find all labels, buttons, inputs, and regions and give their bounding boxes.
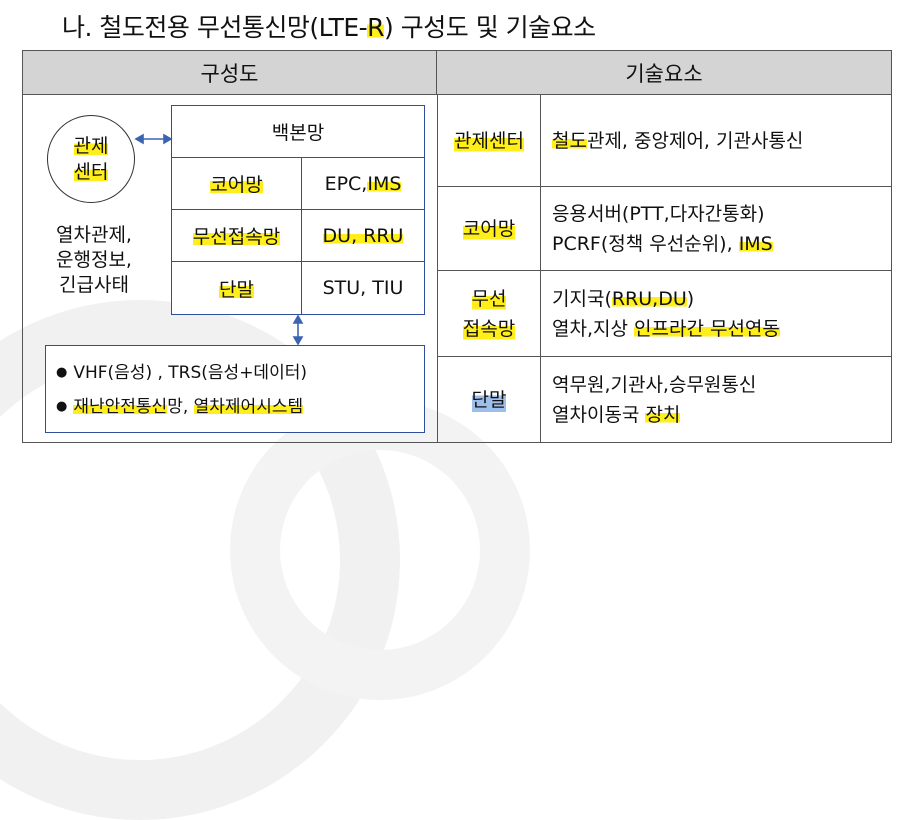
desc-hl: IMS — [738, 232, 773, 255]
tech-label-text: 코어망 — [462, 213, 516, 244]
du-label: DU — [322, 224, 352, 247]
tech-row-control: 관제센터 철도관제, 중앙제어, 기관사통신 — [438, 95, 892, 187]
background-decoration — [230, 400, 530, 700]
title-r: R — [367, 13, 385, 42]
desc-line: 역무원,기관사,승무원통신 — [552, 373, 757, 396]
tech-label-text: 단말 — [471, 384, 507, 415]
center-notes: 열차관제, 운행정보, 긴급사태 — [43, 223, 145, 298]
desc-line: 열차,지상 인프라간 무선연동 — [552, 314, 888, 344]
rru-label: , RRU — [351, 224, 404, 247]
tech-label: 무선 접속망 — [438, 271, 541, 356]
control-center-circle: 관제 센터 — [47, 115, 135, 203]
main-table: 구성도 기술요소 관제 센터 열차관제, 운행정보, 긴급사태 백본망 코어망 … — [22, 50, 892, 443]
desc-text: 열차이동국 — [552, 403, 646, 426]
tech-row-radio: 무선 접속망 기지국(RRU,DU) 열차,지상 인프라간 무선연동 — [438, 271, 892, 357]
tech-label-text: 관제센터 — [454, 125, 524, 156]
bullet-icon: ● — [56, 365, 68, 380]
desc-hl: 철도 — [552, 129, 587, 152]
title-prefix: 나. 철도전용 무선통신망(LTE- — [62, 13, 368, 42]
tech-label-text: 무선 — [471, 283, 507, 314]
arrow-head-down — [292, 336, 304, 346]
desc-text: 관제, 중앙제어, 기관사통신 — [586, 129, 804, 152]
tech-desc: 역무원,기관사,승무원통신 열차이동국 장치 — [552, 357, 888, 442]
diagram-arrows — [134, 133, 304, 346]
tech-label: 단말 — [438, 357, 541, 442]
note-line: 긴급사태 — [59, 274, 129, 296]
note-line: 운행정보, — [56, 249, 132, 271]
epc-ims-cell: EPC, IMS — [302, 158, 424, 210]
ims-label: IMS — [367, 172, 402, 195]
page-title: 나. 철도전용 무선통신망(LTE-R) 구성도 및 기술요소 — [62, 8, 596, 44]
desc-hl: 장치 — [645, 403, 681, 426]
desc-text: ) — [686, 287, 695, 310]
arrow-head-right — [163, 133, 173, 145]
core-network-cell: 코어망 — [172, 158, 302, 210]
desc-line: 철도관제, 중앙제어, 기관사통신 — [552, 126, 888, 156]
bullet-hl-1: 재난안전통신 — [73, 397, 168, 417]
du-rru-cell: DU, RRU — [302, 210, 424, 262]
desc-hl: RRU,DU — [611, 287, 687, 310]
bullet-icon: ● — [56, 399, 68, 414]
desc-text: PCRF(정책 우선순위), — [552, 232, 739, 255]
header-diagram: 구성도 — [23, 51, 437, 95]
desc-hl: 인프라간 무선연동 — [634, 317, 780, 340]
tech-row-terminal: 단말 역무원,기관사,승무원통신 열차이동국 장치 — [438, 357, 892, 442]
tech-label-text: 접속망 — [462, 313, 516, 344]
bullet-hl-2: 열차제어시스템 — [193, 397, 304, 417]
core-label: 코어망 — [210, 170, 263, 197]
tech-label: 코어망 — [438, 187, 541, 270]
desc-line: 열차이동국 장치 — [552, 400, 888, 430]
radio-access-label: 무선접속망 — [192, 222, 281, 249]
header-tech: 기술요소 — [437, 51, 891, 95]
epc-label: EPC, — [324, 172, 368, 195]
tech-desc: 철도관제, 중앙제어, 기관사통신 — [552, 95, 888, 186]
tech-table: 관제센터 철도관제, 중앙제어, 기관사통신 코어망 응용서버(PTT,다자간통… — [437, 95, 892, 442]
stu-tiu-cell: STU, TIU — [322, 277, 404, 299]
radio-access-cell: 무선접속망 — [172, 210, 302, 262]
bullet-text: VHF(음성) , TRS(음성+데이터) — [73, 363, 307, 383]
tech-label: 관제센터 — [438, 95, 541, 186]
backbone-cell: 백본망 — [172, 106, 424, 158]
center-label-1: 관제 — [73, 133, 109, 159]
tech-desc: 기지국(RRU,DU) 열차,지상 인프라간 무선연동 — [552, 271, 888, 356]
arrow-head-left — [134, 133, 144, 145]
bullet-mid: 망, — [167, 397, 194, 417]
tech-row-core: 코어망 응용서버(PTT,다자간통화) PCRF(정책 우선순위), IMS — [438, 187, 892, 271]
title-suffix: ) 구성도 및 기술요소 — [384, 13, 596, 42]
note-line: 열차관제, — [56, 224, 132, 246]
terminal-label: 단말 — [219, 274, 254, 302]
desc-line: PCRF(정책 우선순위), IMS — [552, 229, 888, 259]
bullet-item: ● 재난안전통신망, 열차제어시스템 — [56, 390, 424, 424]
tech-desc: 응용서버(PTT,다자간통화) PCRF(정책 우선순위), IMS — [552, 187, 888, 270]
desc-line: 기지국(RRU,DU) — [552, 284, 888, 314]
network-box: 백본망 코어망 EPC, IMS 무선접속망 DU, RRU 단말 STU, TI… — [171, 105, 425, 315]
center-label-2: 센터 — [73, 159, 109, 185]
desc-text: 기지국( — [552, 287, 612, 310]
legacy-systems-box: ● VHF(음성) , TRS(음성+데이터) ● 재난안전통신망, 열차제어시스템 — [45, 345, 425, 433]
desc-text: 열차,지상 — [552, 317, 634, 340]
desc-line: 응용서버(PTT,다자간통화) — [552, 202, 765, 225]
terminal-cell: 단말 — [172, 262, 302, 314]
arrow-head-up — [292, 314, 304, 324]
bullet-item: ● VHF(음성) , TRS(음성+데이터) — [56, 356, 424, 390]
